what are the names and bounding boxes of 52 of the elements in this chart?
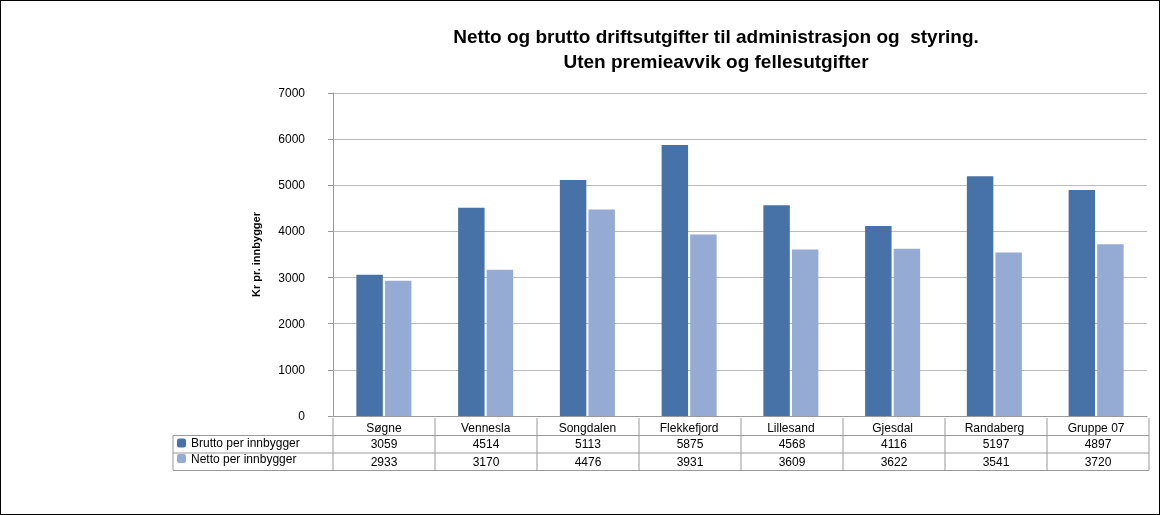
bar: [559, 180, 587, 416]
data-label: 3931: [676, 454, 704, 469]
bar: [384, 280, 412, 416]
y-tick-label: 5000: [278, 178, 306, 193]
x-tick-label: Søgne: [366, 421, 402, 435]
y-axis-title: Kr pr. innbygger: [249, 211, 262, 297]
y-tick-label: 6000: [278, 132, 306, 147]
data-label: 3059: [370, 437, 398, 452]
bar: [791, 249, 819, 416]
bar: [661, 144, 689, 416]
data-label: 3720: [1084, 454, 1112, 469]
bar: [1097, 244, 1124, 416]
y-tick-label: 4000: [278, 224, 306, 239]
bar: [763, 205, 790, 416]
bar: [865, 226, 892, 416]
legend-label: Brutto per innbygger: [191, 436, 300, 450]
data-label: 3541: [982, 454, 1010, 469]
data-label: 5875: [676, 437, 704, 452]
x-tick-label: Randaberg: [964, 421, 1025, 435]
bar: [486, 269, 514, 416]
bar: [1068, 190, 1096, 416]
x-tick-label: Gruppe 07: [1067, 421, 1125, 435]
data-label: 4568: [778, 437, 806, 452]
data-label: 3609: [778, 454, 806, 469]
bar: [588, 209, 615, 416]
y-tick-label: 7000: [278, 86, 306, 100]
y-tick-label: 3000: [278, 270, 306, 285]
x-tick-label: Vennesla: [460, 421, 511, 435]
chart-title: Netto og brutto driftsutgifter til administrasjon og styring. Uten premieavvik og fellesutgifter: [453, 26, 979, 72]
y-tick-label: 2000: [278, 316, 306, 331]
data-label: 4476: [574, 454, 602, 469]
y-tick-label: 0: [298, 409, 306, 423]
bar: [966, 176, 994, 416]
bar: [995, 252, 1022, 416]
legend-label: Netto per innbygger: [191, 451, 297, 466]
bar: [893, 248, 921, 416]
x-tick-label: Songdalen: [558, 421, 617, 435]
data-label: 4897: [1084, 437, 1112, 452]
data-label: 4514: [472, 437, 500, 452]
bar: [458, 207, 485, 416]
bar: [690, 234, 717, 416]
data-label: 5113: [575, 437, 602, 452]
data-label: 3170: [472, 454, 500, 469]
data-label: 2933: [370, 454, 398, 469]
y-tick-label: 1000: [278, 362, 306, 377]
bar: [356, 274, 383, 416]
data-label: 5197: [982, 437, 1010, 452]
x-tick-label: Flekkefjord: [659, 421, 719, 435]
x-tick-label: Lillesand: [767, 421, 815, 435]
data-label: 4116: [881, 437, 908, 452]
x-tick-label: Gjesdal: [872, 421, 913, 435]
data-label: 3622: [880, 454, 908, 469]
